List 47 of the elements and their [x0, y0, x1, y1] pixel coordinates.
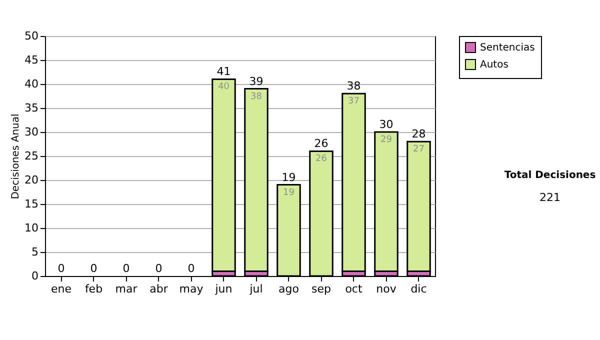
y-tick-label: 25	[24, 150, 38, 162]
total-label: 0	[90, 262, 98, 275]
x-tick-label: ago	[278, 282, 300, 296]
x-tick-label: abr	[150, 282, 168, 296]
total-label: 0	[122, 262, 130, 275]
x-tick-label: mar	[115, 282, 138, 296]
total-label: 19	[282, 170, 296, 184]
y-tick-label: 5	[32, 246, 38, 258]
y-tick-label: 45	[24, 54, 38, 66]
data-label: 40	[218, 82, 230, 92]
data-label: 27	[413, 144, 424, 155]
total-label: 41	[216, 65, 231, 78]
y-tick-label: 15	[24, 198, 38, 210]
data-label: 37	[348, 96, 360, 107]
data-label: 19	[283, 188, 295, 198]
total-label: 28	[412, 128, 426, 141]
text: 221	[538, 191, 562, 204]
x-tick-label: ene	[50, 282, 72, 296]
total-label: 38	[346, 80, 361, 93]
x-tick-label: oct	[345, 282, 363, 296]
y-tick-label: 35	[24, 102, 38, 114]
total-label: 0	[188, 262, 195, 275]
y-tick-label: 30	[24, 126, 38, 138]
data-label: 38	[250, 92, 262, 102]
total-label: 39	[249, 74, 264, 88]
y-axis-title: Decisiones Anual	[10, 114, 22, 200]
legend-label: Autos	[480, 60, 508, 70]
total-label: 0	[155, 262, 162, 275]
text: Total Decisiones	[503, 170, 597, 181]
y-tick-label: 0	[32, 270, 38, 282]
x-tick-label: may	[179, 282, 204, 296]
total-label: 0	[58, 262, 65, 275]
y-tick-label: 50	[24, 30, 38, 42]
data-label: 29	[380, 135, 392, 145]
total-label: 26	[314, 137, 328, 150]
x-tick-label: feb	[84, 282, 103, 296]
y-tick-label: 20	[24, 174, 38, 186]
y-tick-label: 10	[24, 222, 38, 234]
data-label: 26	[316, 154, 328, 164]
legend-label: Sentencias	[480, 42, 535, 54]
x-tick-label: sep	[312, 282, 332, 296]
total-label: 30	[379, 118, 394, 131]
x-tick-label: jul	[248, 282, 263, 296]
x-tick-label: dic	[410, 282, 427, 296]
x-tick-label: nov	[376, 282, 397, 296]
x-tick-label: jun	[214, 282, 232, 296]
y-tick-label: 40	[24, 78, 38, 90]
